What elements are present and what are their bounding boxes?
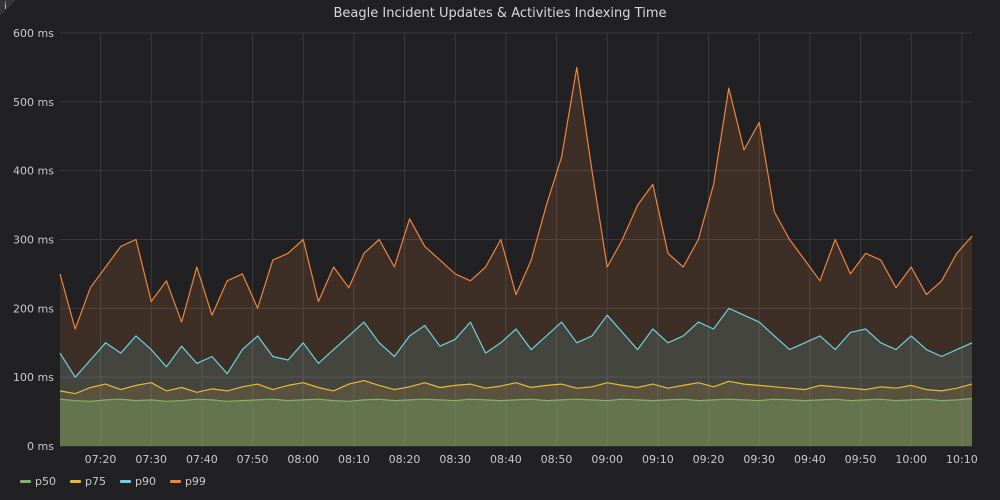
legend-item-p50[interactable]: p50 xyxy=(20,475,56,488)
x-tick-label: 10:00 xyxy=(895,453,927,466)
legend-swatch xyxy=(169,480,181,483)
x-tick-label: 09:10 xyxy=(642,453,674,466)
x-axis: 07:20 07:30 07:40 07:50 08:00 08:10 08:20 08:30… xyxy=(85,453,978,466)
x-tick-label: 10:10 xyxy=(946,453,978,466)
x-tick-label: 09:40 xyxy=(794,453,826,466)
y-tick-label: 0 ms xyxy=(27,440,54,453)
legend-item-p75[interactable]: p75 xyxy=(69,475,106,488)
series-line-p50 xyxy=(59,397,973,402)
panel-title: Beagle Incident Updates & Activities Ind… xyxy=(333,6,667,21)
series-area-p99 xyxy=(60,67,972,447)
x-tick-label: 09:00 xyxy=(591,453,623,466)
chart-series-areas xyxy=(60,67,972,447)
series-line-p90 xyxy=(59,307,973,378)
chart-series-lines xyxy=(59,66,973,402)
y-tick-label: 100 ms xyxy=(13,371,54,384)
series-area-p90 xyxy=(60,308,972,446)
x-tick-label: 08:30 xyxy=(439,453,471,466)
y-tick-label: 600 ms xyxy=(13,27,54,40)
y-axis: 0 ms 100 ms 200 ms 300 ms 400 ms 500 ms 600 ms xyxy=(13,27,54,453)
legend-label: p90 xyxy=(134,475,156,488)
legend-item-p90[interactable]: p90 xyxy=(119,475,156,488)
x-tick-label: 07:20 xyxy=(85,453,117,466)
x-tick-label: 09:50 xyxy=(845,453,877,466)
legend-swatch xyxy=(69,480,81,483)
x-tick-label: 09:30 xyxy=(743,453,775,466)
legend-label: p75 xyxy=(84,475,106,488)
legend-label: p99 xyxy=(184,475,206,488)
chart-legend: p50 p75 p90 p99 xyxy=(20,475,206,488)
x-tick-label: 08:50 xyxy=(541,453,573,466)
y-tick-label: 200 ms xyxy=(13,302,54,315)
x-tick-label: 08:20 xyxy=(389,453,421,466)
series-area-p50 xyxy=(60,398,972,446)
legend-swatch xyxy=(119,480,131,483)
legend-label: p50 xyxy=(35,475,56,488)
y-tick-label: 400 ms xyxy=(13,165,54,178)
y-tick-label: 500 ms xyxy=(13,96,54,109)
x-tick-label: 07:30 xyxy=(135,453,167,466)
chart-grid xyxy=(60,32,972,447)
x-tick-label: 07:50 xyxy=(237,453,269,466)
legend-item-p99[interactable]: p99 xyxy=(169,475,206,488)
x-tick-label: 08:10 xyxy=(338,453,370,466)
series-line-p99 xyxy=(59,66,973,330)
legend-swatch xyxy=(20,480,31,483)
y-tick-label: 300 ms xyxy=(13,234,54,247)
x-tick-label: 08:40 xyxy=(490,453,522,466)
x-tick-label: 09:20 xyxy=(693,453,725,466)
x-tick-label: 08:00 xyxy=(287,453,319,466)
series-area-p75 xyxy=(60,380,972,446)
x-tick-label: 07:40 xyxy=(186,453,218,466)
series-line-p75 xyxy=(59,380,973,395)
